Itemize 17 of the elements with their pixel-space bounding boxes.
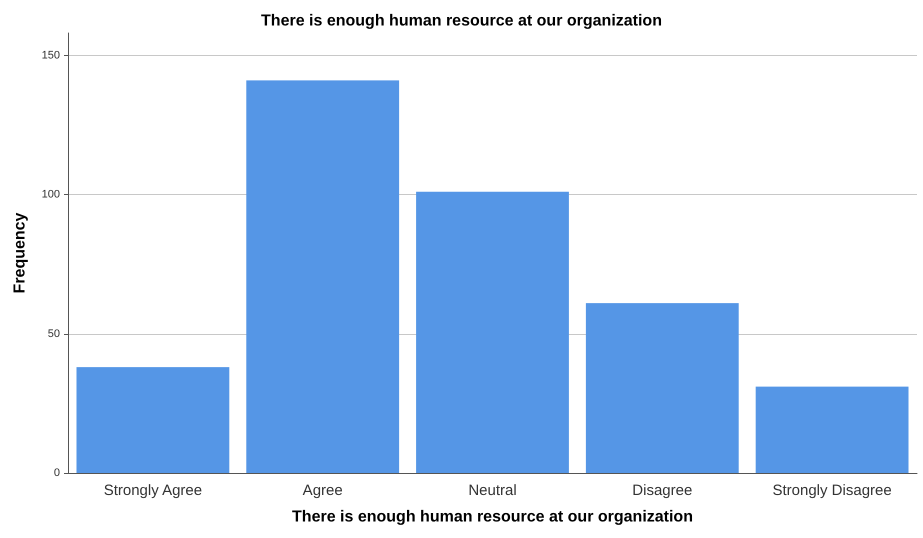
x-tick-label: Neutral xyxy=(468,482,517,499)
y-tick-label: 50 xyxy=(48,328,60,340)
bar xyxy=(416,192,569,473)
y-tick-label: 100 xyxy=(42,188,60,201)
x-axis-title: There is enough human resource at our organization xyxy=(292,508,693,526)
bar xyxy=(246,80,400,473)
x-tick-label: Strongly Agree xyxy=(104,482,202,499)
y-tick-label: 0 xyxy=(54,467,60,479)
x-tick-label: Disagree xyxy=(632,482,692,499)
x-tick-label: Agree xyxy=(302,482,343,499)
x-tick-label: Strongly Disagree xyxy=(772,482,892,499)
y-tick-label: 150 xyxy=(42,49,60,62)
bar xyxy=(76,367,230,473)
chart-title: There is enough human resource at our organization xyxy=(261,12,662,30)
bar xyxy=(756,386,909,473)
bar xyxy=(586,303,739,473)
y-axis-title: Frequency xyxy=(12,212,28,294)
